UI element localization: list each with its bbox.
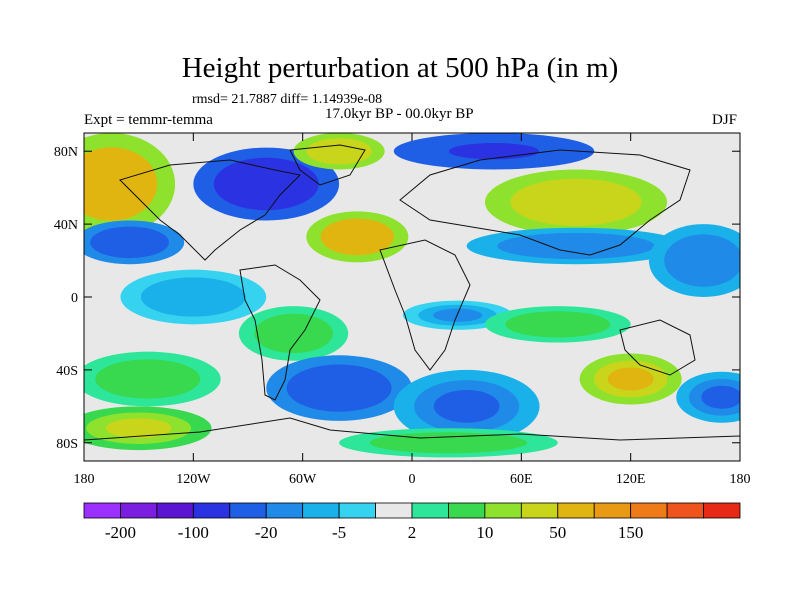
- colorbar-swatch: [557, 502, 595, 519]
- x-tick-label: 60E: [510, 472, 533, 487]
- field-blob: [466, 227, 686, 265]
- colorbar-swatch: [411, 502, 449, 519]
- y-tick-label: 0: [71, 291, 78, 306]
- coastline-australia: [619, 319, 696, 376]
- colorbar-swatch: [120, 502, 158, 519]
- period-label: 17.0kyr BP - 00.0kyr BP: [325, 106, 474, 122]
- field-blob: [648, 224, 740, 297]
- y-tick-label: 40N: [54, 218, 78, 233]
- y-tick-label: 40S: [56, 364, 78, 379]
- field-contour: [701, 385, 740, 409]
- colorbar-swatch: [265, 502, 304, 519]
- colorbar-swatch: [156, 502, 194, 519]
- field-contour: [607, 367, 654, 391]
- colorbar-label: -20: [255, 523, 278, 542]
- colorbar-label: 50: [549, 523, 566, 542]
- field-blob: [84, 406, 212, 451]
- colorbar-label: -100: [178, 523, 209, 542]
- field-blob: [84, 133, 176, 236]
- field-contour: [268, 321, 319, 346]
- colorbar-swatch: [666, 502, 704, 519]
- field-contour: [535, 187, 617, 218]
- colorbar-swatch: [229, 502, 267, 519]
- field-blob: [339, 428, 558, 458]
- field-blob: [84, 220, 185, 265]
- field-blob: [120, 269, 267, 325]
- field-contour: [399, 436, 498, 450]
- coastline-antarctica: [84, 417, 740, 441]
- colorbar-swatch: [83, 502, 121, 519]
- colorbar-label: 10: [476, 523, 493, 542]
- field-contour: [160, 284, 227, 310]
- field-contour: [104, 232, 155, 253]
- field-blob: [293, 133, 385, 170]
- colorbar-swatch: [520, 502, 559, 519]
- x-tick-label: 180: [74, 472, 95, 487]
- map-field: [84, 133, 740, 461]
- experiment-label: Expt = temmr-temma: [84, 112, 213, 128]
- x-tick-label: 0: [409, 472, 416, 487]
- field-blob: [393, 133, 595, 170]
- colorbar-swatch: [302, 502, 340, 519]
- field-blob: [306, 211, 409, 263]
- chart-title: Height perturbation at 500 hPa (in m): [181, 52, 619, 84]
- field-blob: [484, 169, 668, 236]
- field-contour: [84, 161, 141, 207]
- colorbar-swatch: [338, 502, 376, 519]
- x-tick-label: 120W: [176, 472, 211, 487]
- field-blob: [579, 353, 682, 405]
- field-blob: [393, 369, 540, 443]
- field-contour: [306, 373, 372, 403]
- field-contour: [678, 244, 729, 277]
- field-blob: [484, 306, 631, 343]
- season-label: DJF: [712, 112, 738, 128]
- field-contour: [526, 237, 626, 255]
- field-contour: [114, 366, 181, 392]
- field-blob: [238, 306, 349, 361]
- field-contour: [334, 225, 381, 249]
- x-tick-label: 60W: [289, 472, 317, 487]
- field-contour: [105, 418, 172, 439]
- colorbar-swatch: [593, 502, 632, 519]
- colorbar-label: -200: [105, 523, 136, 542]
- field-contour: [433, 389, 500, 423]
- coastline-greenland: [289, 144, 366, 186]
- colorbar-label: -5: [332, 523, 346, 542]
- y-tick-label: 80N: [54, 145, 78, 160]
- colorbar-swatch: [192, 502, 231, 519]
- field-blob: [676, 371, 740, 423]
- colorbar-label: 150: [618, 523, 644, 542]
- colorbar-swatch: [630, 502, 668, 519]
- colorbar-swatch: [448, 502, 486, 519]
- coastline-north-america: [119, 159, 302, 261]
- colorbar-swatch: [375, 502, 413, 519]
- colorbar-swatch: [484, 502, 522, 519]
- field-contour: [448, 143, 540, 160]
- field-blob: [193, 147, 340, 221]
- x-tick-label: 180: [730, 472, 751, 487]
- coastline-south-america: [239, 264, 321, 401]
- coastline-eurasia: [399, 149, 691, 256]
- field-blob: [84, 351, 221, 407]
- field-contour: [524, 316, 591, 333]
- stats-label: rmsd= 21.7887 diff= 1.14939e-08: [192, 92, 383, 107]
- colorbar-label: 2: [408, 523, 417, 542]
- field-blob: [266, 355, 412, 421]
- y-tick-label: 80S: [56, 437, 78, 452]
- colorbar-swatch: [703, 502, 741, 519]
- x-tick-label: 120E: [616, 472, 646, 487]
- coastline-africa: [379, 239, 471, 371]
